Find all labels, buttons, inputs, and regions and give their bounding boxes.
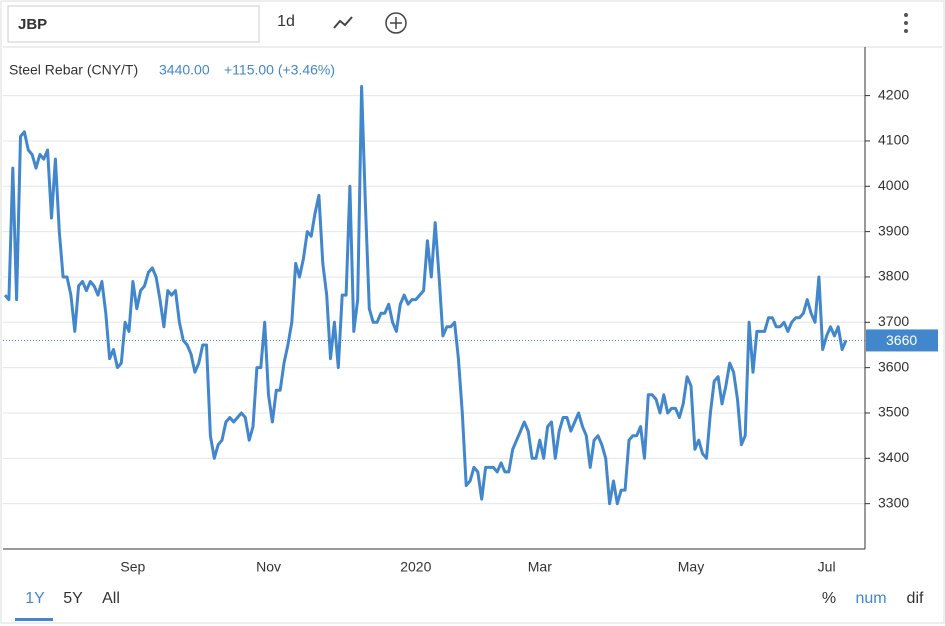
y-tick-label: 3900 xyxy=(878,222,909,238)
y-tick-label: 3600 xyxy=(878,358,909,374)
legend-change: +115.00 (+3.46%) xyxy=(224,62,335,78)
y-tick-label: 3300 xyxy=(878,494,909,510)
chart-type-icon[interactable] xyxy=(333,16,353,29)
last-value-box xyxy=(866,329,938,352)
add-icon[interactable] xyxy=(385,12,407,34)
add-icon-plus xyxy=(390,17,402,29)
symbol: JBP xyxy=(18,16,47,33)
x-tick-label: Sep xyxy=(120,559,145,575)
range-button[interactable]: 5Y xyxy=(63,590,83,607)
y-tick-label: 4000 xyxy=(878,177,909,193)
range-active-underline xyxy=(15,618,53,621)
y-tick-label: 3800 xyxy=(878,268,909,284)
price-line xyxy=(3,85,848,506)
range-button[interactable]: 1Y xyxy=(25,590,45,607)
y-tick-label: 4200 xyxy=(878,86,909,102)
mode-button[interactable]: num xyxy=(855,590,886,607)
mode-button[interactable]: dif xyxy=(907,590,924,607)
x-tick-label: Mar xyxy=(528,559,552,575)
x-tick-label: Nov xyxy=(256,559,281,575)
y-tick-label: 3700 xyxy=(878,313,909,329)
legend-price: 3440.00 xyxy=(159,62,210,78)
symbol-input[interactable] xyxy=(7,5,260,43)
last-value-label: 3660 xyxy=(886,332,917,348)
menu-icon[interactable] xyxy=(904,13,908,33)
x-tick-label: 2020 xyxy=(400,559,431,575)
interval[interactable]: 1d xyxy=(277,13,295,30)
y-tick-label: 3500 xyxy=(878,404,909,420)
x-tick-label: Jul xyxy=(818,559,836,575)
y-tick-label: 3400 xyxy=(878,449,909,465)
y-tick-label: 4100 xyxy=(878,132,909,148)
legend-name: Steel Rebar (CNY/T) xyxy=(9,62,138,78)
mode-button[interactable]: % xyxy=(822,590,836,607)
range-button[interactable]: All xyxy=(102,590,120,607)
x-tick-label: May xyxy=(678,559,704,575)
